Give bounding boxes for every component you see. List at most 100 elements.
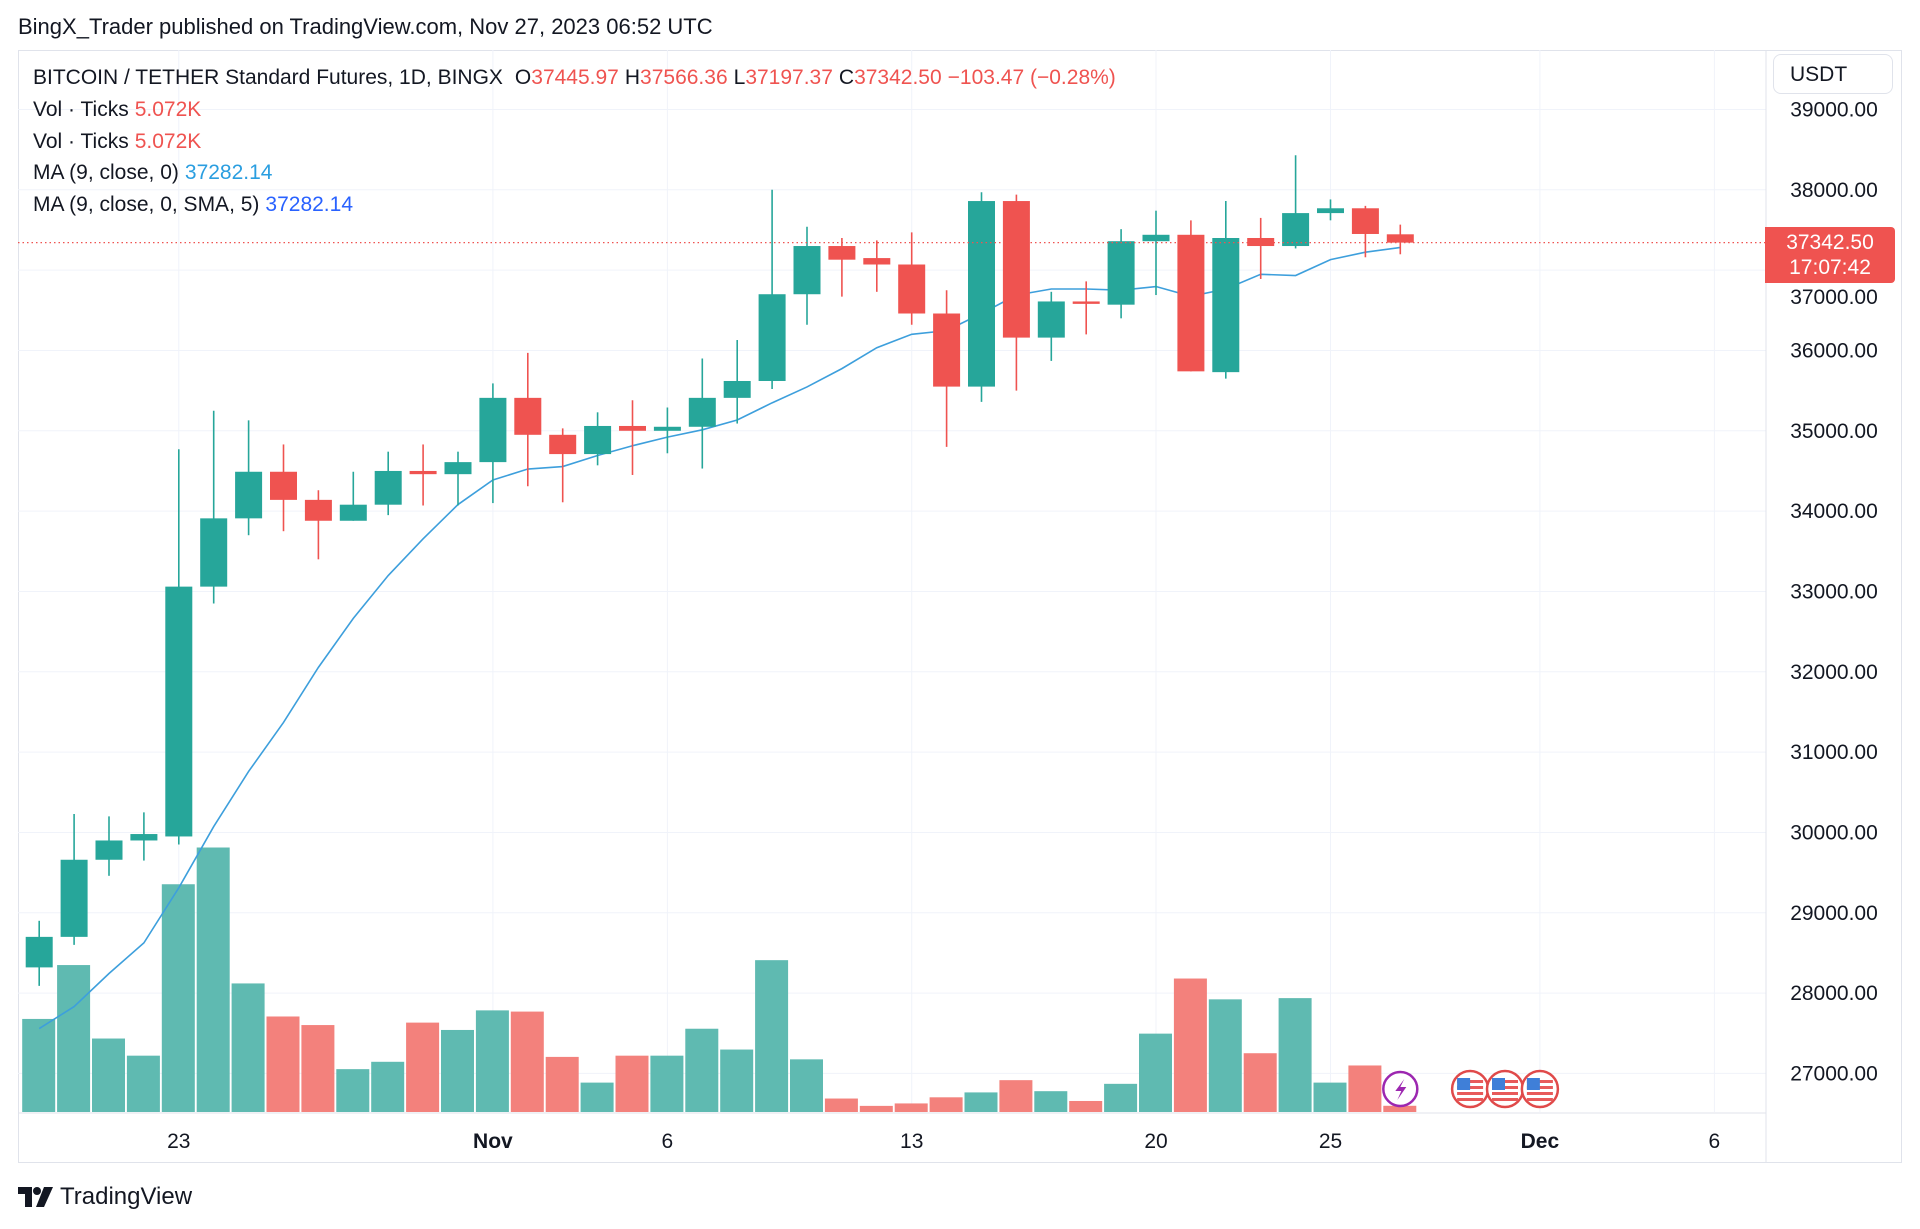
candle-body — [1037, 301, 1065, 338]
time-tick-label: 6 — [1709, 1130, 1721, 1153]
volume-bar — [371, 1061, 405, 1112]
volume-bar — [790, 1059, 823, 1112]
candle-body — [723, 380, 751, 398]
volume-bar — [161, 884, 195, 1112]
volume-bar — [57, 965, 91, 1112]
price-tick-label: 32000.00 — [1790, 661, 1878, 684]
volume-bar — [964, 1092, 998, 1112]
ma-label: MA (9, close, 0) — [33, 161, 179, 184]
volume-bar — [580, 1082, 614, 1112]
time-tick-label: 20 — [1144, 1130, 1167, 1153]
volume-value: 5.072K — [134, 98, 202, 121]
price-tick-label: 37000.00 — [1790, 286, 1878, 309]
candle-body — [933, 313, 961, 387]
volume-bar — [545, 1056, 579, 1112]
flag-stripe — [1526, 1092, 1553, 1095]
price-tick-label: 31000.00 — [1790, 741, 1878, 764]
candle-body — [304, 499, 332, 521]
low-value: 37197.37 — [745, 66, 833, 89]
candle-body — [444, 462, 472, 475]
volume-bar — [406, 1022, 440, 1112]
candle-body — [863, 258, 891, 265]
candle-body — [1107, 241, 1135, 305]
price-tick-label: 33000.00 — [1790, 580, 1878, 603]
candle-body — [165, 586, 193, 837]
volume-bar — [336, 1069, 370, 1112]
legend-ma-2[interactable]: MA (9, close, 0, SMA, 5) 37282.14 — [33, 193, 359, 217]
low-label: L — [733, 66, 746, 89]
ma-value: 37282.14 — [265, 193, 353, 216]
plot-area[interactable] — [18, 155, 1766, 1112]
volume-bar — [1104, 1083, 1138, 1112]
candle-body — [968, 201, 995, 387]
time-tick-label: 6 — [662, 1130, 674, 1153]
tradingview-logo[interactable]: TradingView — [18, 1183, 192, 1211]
candle-body — [1212, 237, 1240, 373]
price-tick-label: 34000.00 — [1790, 500, 1878, 523]
flag-stripe — [1457, 1098, 1484, 1101]
flag-stripe — [1526, 1098, 1553, 1101]
volume-bar — [824, 1098, 858, 1112]
candle-body — [1177, 234, 1205, 372]
candle-body — [270, 471, 297, 500]
volume-bar — [894, 1103, 928, 1112]
candle-body — [479, 397, 507, 463]
volume-bar — [301, 1025, 335, 1112]
price-tick-label: 30000.00 — [1790, 821, 1878, 844]
candle-body — [60, 859, 88, 937]
volume-bar — [1208, 999, 1242, 1112]
volume-bar — [720, 1049, 754, 1112]
high-value: 37566.36 — [640, 66, 728, 89]
candle-body — [793, 246, 821, 295]
last-price-label: 37342.50 17:07:42 — [1765, 227, 1895, 283]
volume-bar — [1069, 1100, 1103, 1112]
candle-body — [688, 397, 716, 427]
currency-button[interactable]: USDT — [1773, 54, 1893, 94]
candle-body — [339, 504, 367, 521]
volume-bar — [1243, 1053, 1277, 1112]
symbol-title[interactable]: BITCOIN / TETHER Standard Futures, 1D, B… — [33, 66, 503, 89]
price-tick-label: 27000.00 — [1790, 1062, 1878, 1085]
candle-body — [200, 518, 228, 587]
volume-label: Vol · Ticks — [33, 98, 129, 121]
volume-bar — [929, 1097, 963, 1112]
volume-bar — [685, 1028, 719, 1112]
candle-body — [1142, 234, 1170, 242]
candle-body — [549, 434, 577, 455]
candle-body — [1386, 234, 1414, 243]
bar-countdown: 17:07:42 — [1789, 256, 1871, 279]
volume-bar — [1313, 1082, 1347, 1112]
volume-bar — [92, 1038, 125, 1112]
flag-canton — [1457, 1078, 1471, 1090]
candle-body — [409, 470, 437, 475]
flag-stripe — [1457, 1092, 1484, 1095]
candle-body — [619, 425, 646, 431]
volume-bar — [126, 1055, 160, 1112]
candle-body — [758, 294, 786, 381]
open-value: 37445.97 — [531, 66, 619, 89]
lightning-bolt-icon — [1395, 1079, 1407, 1100]
volume-bar — [22, 1018, 56, 1112]
volume-bar — [1278, 998, 1312, 1112]
volume-bar — [266, 1016, 300, 1112]
legend-volume-1[interactable]: Vol · Ticks 5.072K — [33, 98, 207, 122]
volume-bar — [1383, 1105, 1417, 1112]
flag-stripe — [1492, 1098, 1518, 1101]
close-value: 37342.50 — [854, 66, 942, 89]
volume-bar — [441, 1029, 474, 1112]
legend-volume-2[interactable]: Vol · Ticks 5.072K — [33, 130, 207, 154]
ma-value: 37282.14 — [184, 161, 273, 184]
price-tick-label: 38000.00 — [1790, 179, 1878, 202]
candle-body — [1002, 201, 1030, 338]
candle-body — [1282, 213, 1310, 247]
ma-label: MA (9, close, 0, SMA, 5) — [33, 193, 260, 216]
flag-canton — [1492, 1078, 1505, 1090]
chart-frame[interactable] — [18, 50, 1902, 1163]
volume-bar — [755, 960, 789, 1112]
volume-bar — [510, 1011, 544, 1112]
close-label: C — [838, 66, 855, 89]
open-label: O — [514, 66, 532, 89]
candle-body — [828, 246, 856, 260]
legend-ma-1[interactable]: MA (9, close, 0) 37282.14 — [33, 161, 278, 185]
